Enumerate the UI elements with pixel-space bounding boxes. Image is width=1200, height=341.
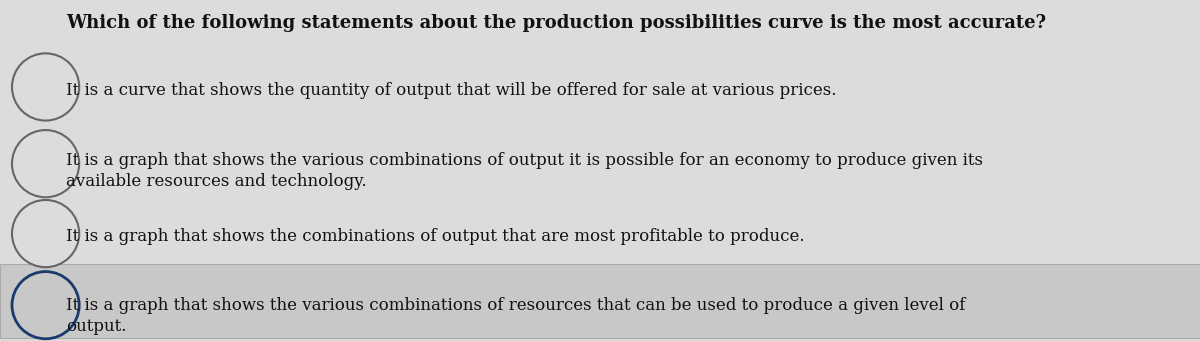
Text: It is a graph that shows the various combinations of output it is possible for a: It is a graph that shows the various com… [66,152,983,190]
Ellipse shape [12,200,79,267]
Text: It is a graph that shows the various combinations of resources that can be used : It is a graph that shows the various com… [66,297,965,335]
Ellipse shape [12,53,79,121]
Text: It is a curve that shows the quantity of output that will be offered for sale at: It is a curve that shows the quantity of… [66,82,836,99]
Text: It is a graph that shows the combinations of output that are most profitable to : It is a graph that shows the combination… [66,228,805,246]
Text: Which of the following statements about the production possibilities curve is th: Which of the following statements about … [66,14,1046,32]
Ellipse shape [12,271,79,339]
Ellipse shape [12,130,79,197]
FancyBboxPatch shape [0,264,1200,338]
